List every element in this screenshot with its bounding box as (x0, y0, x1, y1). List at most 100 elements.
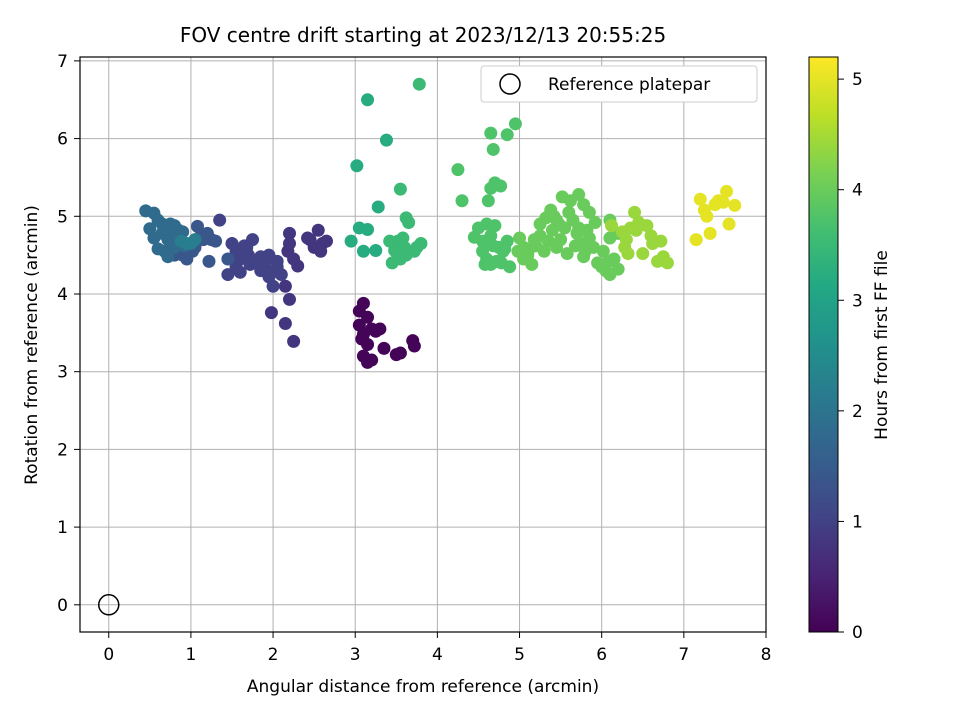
scatter-point (361, 310, 375, 324)
scatter-point (660, 256, 674, 270)
y-tick-label: 3 (57, 363, 68, 383)
scatter-point (254, 264, 268, 278)
scatter-point (478, 257, 492, 271)
legend-box (480, 65, 758, 103)
x-tick-label: 2 (268, 645, 279, 665)
chart-title: FOV centre drift starting at 2023/12/13 … (180, 23, 666, 47)
scatter-point (314, 244, 328, 258)
legend-reference-marker (499, 73, 521, 95)
scatter-point (209, 234, 223, 248)
colorbar-tick-label: 2 (852, 402, 863, 422)
scatter-point (240, 240, 254, 254)
x-axis-ticks: 0 1 2 3 4 5 6 7 8 (103, 632, 771, 665)
scatter-point (539, 211, 553, 225)
scatter-point (202, 254, 216, 268)
x-tick-label: 1 (185, 645, 196, 665)
scatter-point (356, 244, 370, 258)
scatter-point (161, 250, 175, 264)
scatter-point (407, 339, 421, 353)
scatter-point (651, 254, 665, 268)
scatter-point (379, 133, 393, 147)
scatter-point (412, 77, 426, 91)
scatter-point (486, 239, 500, 253)
scatter-point (402, 216, 416, 230)
scatter-point (537, 244, 551, 258)
scatter-point (550, 240, 564, 254)
colorbar-tick-label: 1 (852, 512, 863, 532)
scatter-point (577, 250, 591, 264)
scatter-point (163, 239, 177, 253)
scatter-point (484, 126, 498, 140)
scatter-point (481, 194, 495, 208)
scatter-point (484, 229, 498, 243)
scatter-point (700, 209, 714, 223)
scatter-point (703, 226, 717, 240)
scatter-point (508, 117, 522, 131)
y-tick-label: 2 (57, 440, 68, 460)
scatter-point (383, 234, 397, 248)
y-tick-label: 1 (57, 518, 68, 538)
scatter-point (503, 260, 517, 274)
scatter-point (582, 205, 596, 219)
x-tick-label: 4 (432, 645, 443, 665)
colorbar-tick-label: 0 (852, 623, 863, 643)
plot-area: 0 1 2 3 4 5 6 7 8 0 1 2 3 4 5 6 7 (57, 52, 771, 665)
scatter-point (356, 296, 370, 310)
scatter-point (361, 93, 375, 107)
scatter-point (601, 254, 615, 268)
y-tick-label: 5 (57, 207, 68, 227)
scatter-point (716, 195, 730, 209)
y-axis-label: Rotation from reference (arcmin) (22, 205, 42, 485)
scatter-point (369, 243, 383, 257)
scatter-point (586, 240, 600, 254)
scatter-point (572, 188, 586, 202)
scatter-point (451, 163, 465, 177)
x-tick-label: 7 (678, 645, 689, 665)
scatter-point (476, 244, 490, 258)
scatter-point (455, 194, 469, 208)
x-tick-label: 5 (514, 645, 525, 665)
scatter-point (361, 223, 375, 236)
scatter-point (243, 257, 257, 271)
scatter-point (636, 247, 650, 261)
scatter-point (527, 233, 541, 247)
scatter-point (282, 226, 296, 240)
colorbar-ticks: 0 1 2 3 4 5 (838, 70, 863, 643)
scatter-point (287, 334, 301, 348)
scatter-point (278, 279, 292, 293)
y-tick-label: 0 (57, 596, 68, 616)
x-tick-label: 8 (761, 645, 772, 665)
y-tick-label: 7 (57, 52, 68, 72)
scatter-point (371, 200, 385, 214)
legend-label: Reference platepar (548, 75, 710, 95)
scatter-point (486, 142, 500, 156)
scatter-point (605, 219, 619, 233)
scatter-point (350, 159, 364, 173)
colorbar-label: Hours from first FF file (872, 250, 892, 440)
scatter-point (596, 244, 610, 258)
colorbar-gradient (808, 56, 839, 633)
x-axis-label: Angular distance from reference (arcmin) (247, 677, 599, 697)
scatter-point (640, 219, 654, 233)
scatter-point (377, 341, 391, 355)
scatter-point (498, 242, 512, 256)
scatter-point (344, 234, 358, 248)
scatter-point (488, 219, 502, 233)
colorbar-tick-label: 3 (852, 291, 863, 311)
colorbar: 0 1 2 3 4 5 (808, 56, 863, 643)
scatter-points (139, 77, 742, 369)
scatter-point (414, 236, 428, 250)
scatter-point (221, 252, 235, 266)
reference-platepar-marker (98, 594, 120, 616)
scatter-point (264, 306, 278, 320)
scatter-point (654, 234, 668, 248)
plot-frame (79, 56, 767, 633)
scatter-point (213, 213, 227, 227)
scatter-point (689, 233, 703, 247)
scatter-point (558, 221, 572, 235)
scatter-point (266, 279, 280, 293)
scatter-point (259, 252, 273, 266)
scatter-point (693, 192, 707, 206)
scatter-point (174, 234, 188, 248)
scatter-point (720, 184, 734, 198)
